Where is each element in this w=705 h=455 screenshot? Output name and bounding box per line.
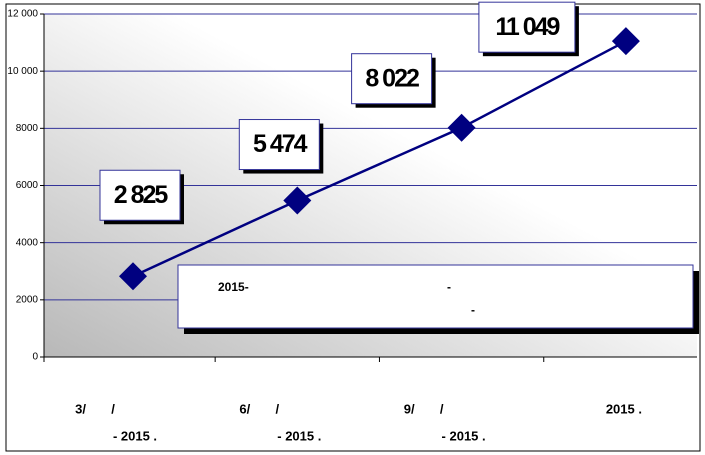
x-tick-label: - 2015 . xyxy=(113,428,157,443)
x-tick-label: - 2015 . xyxy=(277,428,321,443)
marker xyxy=(283,186,312,215)
value-label-box xyxy=(238,119,320,171)
value-label: 8 022 xyxy=(365,64,419,92)
annotation-box xyxy=(177,264,694,329)
annotation-text: - xyxy=(447,280,451,294)
y-tick-label: 6000 xyxy=(16,180,39,191)
annotation-text: 2015- xyxy=(218,280,249,294)
marker xyxy=(447,113,476,142)
marker xyxy=(611,27,640,56)
y-tick-label: 8000 xyxy=(16,123,39,134)
x-tick-label: 2015 . xyxy=(606,401,642,416)
value-label: 5 474 xyxy=(253,130,308,158)
y-tick-label: 10 000 xyxy=(7,66,38,77)
x-tick-label: - 2015 . xyxy=(442,428,486,443)
x-tick-label: 6/ / xyxy=(239,401,279,416)
y-tick-label: 4000 xyxy=(16,237,39,248)
value-label: 11 049 xyxy=(495,13,559,41)
marker xyxy=(119,262,147,291)
y-tick-label: 0 xyxy=(32,352,38,363)
x-tick-label: 3/ / xyxy=(75,401,115,416)
value-label: 2 825 xyxy=(114,181,169,209)
x-tick-label: 9/ / xyxy=(404,401,444,416)
value-label-box xyxy=(478,1,576,53)
y-tick-label: 2000 xyxy=(16,294,39,305)
line xyxy=(132,40,627,278)
value-label-box xyxy=(351,53,433,105)
y-tick-label: 12 000 xyxy=(7,9,38,20)
annotation-text: - xyxy=(471,303,475,317)
value-label-box xyxy=(99,169,181,221)
